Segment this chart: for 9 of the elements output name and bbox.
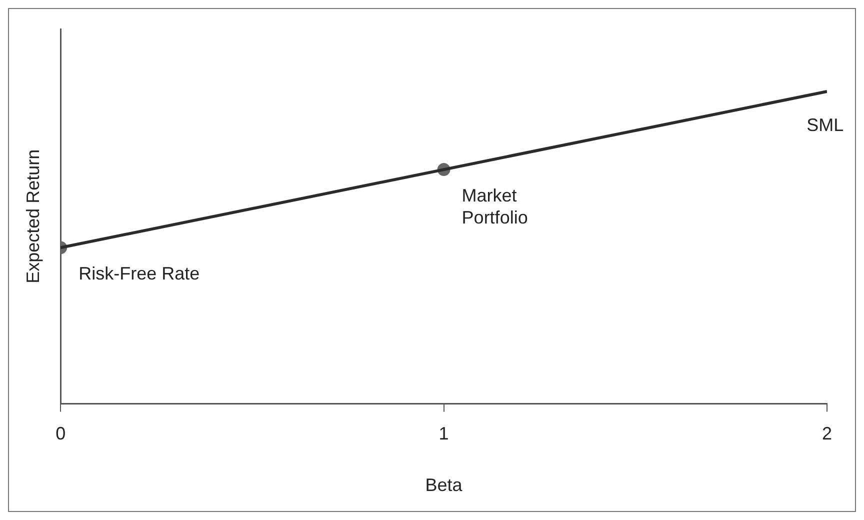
x-tick-label: 2 bbox=[822, 424, 832, 444]
annotation: Market Portfolio bbox=[462, 186, 528, 228]
x-axis-title: Beta bbox=[425, 475, 464, 496]
x-tick-label: 1 bbox=[438, 424, 449, 444]
x-tick-label: 0 bbox=[56, 424, 66, 444]
frame-border: Beta Expected Return 0 1 2 Risk-Free Rate Market Portfolio SML bbox=[8, 8, 856, 512]
annotation: Risk-Free Rate bbox=[78, 264, 200, 284]
annotation: SML bbox=[806, 115, 844, 136]
y-axis-title: Expected Return bbox=[22, 149, 43, 284]
